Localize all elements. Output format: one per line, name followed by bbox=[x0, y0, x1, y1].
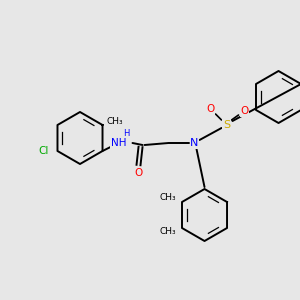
Text: H: H bbox=[123, 128, 130, 137]
Text: CH₃: CH₃ bbox=[160, 227, 176, 236]
Text: O: O bbox=[240, 106, 249, 116]
Text: CH₃: CH₃ bbox=[106, 116, 123, 125]
Text: O: O bbox=[134, 168, 142, 178]
Text: S: S bbox=[223, 120, 230, 130]
Text: CH₃: CH₃ bbox=[160, 194, 176, 202]
Text: O: O bbox=[206, 104, 214, 114]
Text: N: N bbox=[190, 138, 199, 148]
Text: NH: NH bbox=[111, 138, 126, 148]
Text: Cl: Cl bbox=[38, 146, 49, 156]
